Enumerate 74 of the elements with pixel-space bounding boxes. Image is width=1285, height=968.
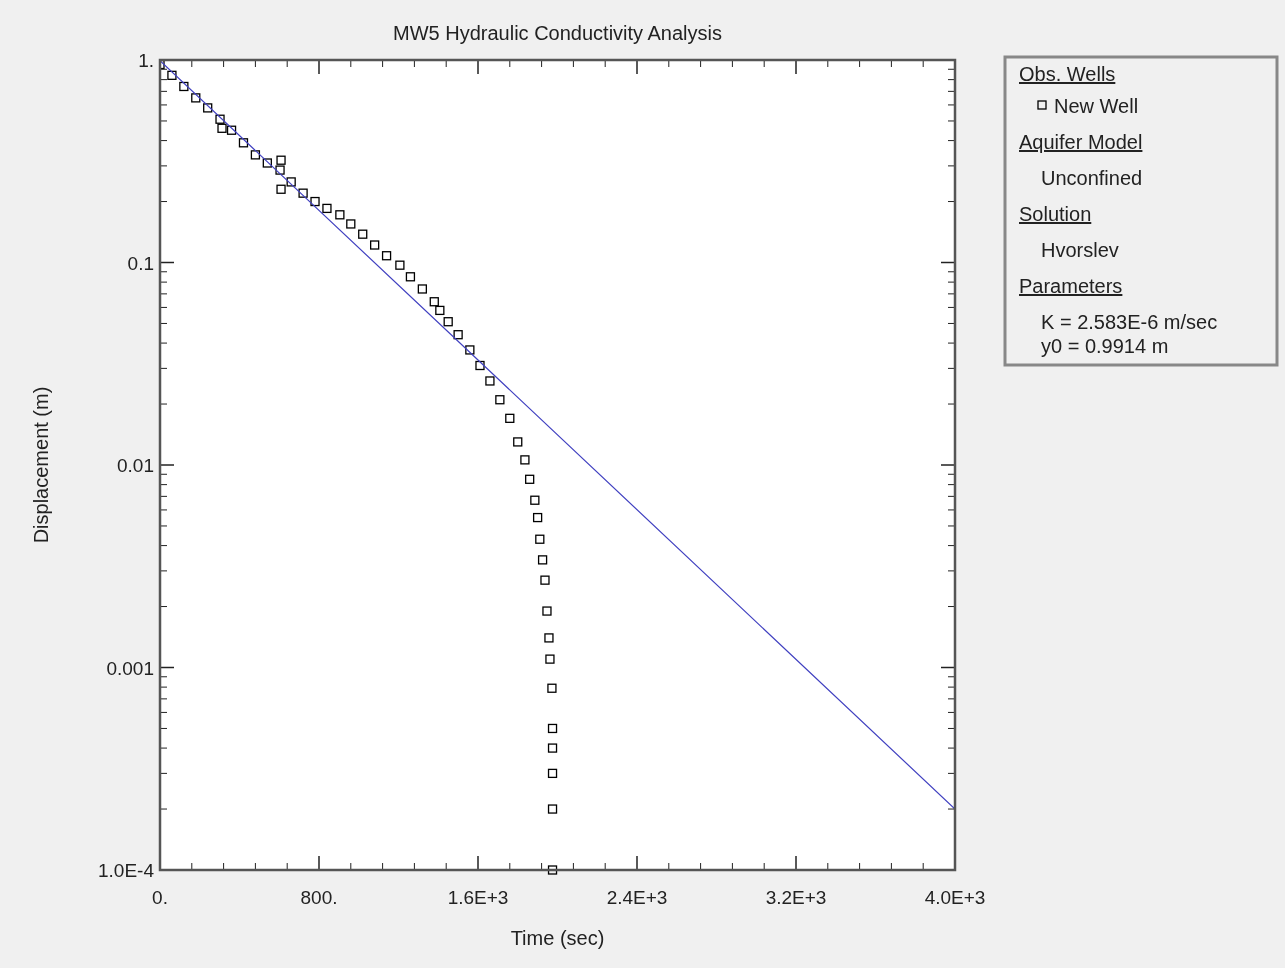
point bbox=[532, 512, 543, 523]
text: K = 2.583E-6 m/sec bbox=[1041, 311, 1218, 333]
point bbox=[545, 654, 555, 664]
point bbox=[203, 103, 213, 113]
x-tick-label: 4.0E+3 bbox=[924, 887, 986, 908]
point bbox=[298, 188, 308, 198]
point bbox=[530, 495, 540, 505]
x-tick-label: 2.4E+3 bbox=[606, 887, 668, 908]
point bbox=[191, 93, 201, 103]
y-tick-label: 0.01 bbox=[117, 455, 154, 476]
point bbox=[537, 555, 548, 565]
legend-label: New Well bbox=[1054, 95, 1139, 117]
point bbox=[453, 330, 463, 340]
x-tick-label: 1.6E+3 bbox=[447, 887, 509, 908]
point bbox=[544, 633, 554, 643]
point bbox=[276, 184, 286, 194]
text: Solution bbox=[1019, 203, 1092, 225]
point bbox=[286, 177, 296, 187]
point bbox=[547, 743, 558, 753]
point bbox=[513, 437, 523, 447]
chart-title: MW5 Hydraulic Conductivity Analysis bbox=[393, 22, 722, 44]
point bbox=[358, 229, 368, 239]
point bbox=[465, 345, 475, 355]
point bbox=[540, 575, 550, 585]
text: Hvorslev bbox=[1041, 239, 1119, 261]
point bbox=[475, 360, 485, 371]
point bbox=[405, 272, 416, 282]
y-tick-label: 0.001 bbox=[106, 657, 154, 679]
point bbox=[542, 606, 552, 616]
point bbox=[443, 317, 453, 327]
point bbox=[276, 155, 286, 165]
point bbox=[275, 165, 285, 175]
text: Parameters bbox=[1019, 275, 1123, 297]
point bbox=[226, 125, 237, 135]
point bbox=[535, 534, 545, 544]
y-tick-label: 1. bbox=[138, 50, 154, 71]
point bbox=[547, 723, 558, 734]
point bbox=[381, 251, 392, 261]
point bbox=[395, 260, 405, 270]
point bbox=[547, 865, 558, 875]
text: Unconfined bbox=[1041, 167, 1143, 189]
y-tick-label: 0.1 bbox=[127, 252, 154, 274]
point bbox=[435, 305, 445, 316]
point bbox=[217, 123, 227, 133]
point bbox=[547, 804, 558, 814]
point bbox=[346, 219, 356, 229]
point bbox=[310, 196, 320, 207]
text: y0 = 0.9914 m bbox=[1041, 335, 1169, 357]
point bbox=[262, 158, 272, 168]
point bbox=[370, 240, 380, 250]
point bbox=[547, 768, 558, 779]
point bbox=[520, 455, 530, 465]
point bbox=[547, 683, 557, 693]
point bbox=[167, 70, 177, 80]
point bbox=[335, 210, 345, 220]
x-axis-title: Time (sec) bbox=[510, 927, 605, 949]
point bbox=[417, 284, 427, 294]
point bbox=[429, 297, 439, 307]
point bbox=[250, 150, 261, 160]
point bbox=[322, 203, 332, 214]
point bbox=[495, 395, 505, 405]
y-axis-title: Displacement (m) bbox=[30, 386, 52, 544]
x-tick-label: 3.2E+3 bbox=[765, 887, 827, 908]
legend-title: Obs. Wells bbox=[1019, 63, 1116, 85]
point bbox=[525, 474, 535, 484]
point bbox=[179, 81, 189, 92]
x-tick-label: 800. bbox=[300, 887, 338, 908]
point bbox=[215, 114, 225, 124]
point bbox=[238, 138, 249, 148]
y-tick-label: 1.0E-4 bbox=[98, 860, 155, 881]
text: Aquifer Model bbox=[1019, 131, 1143, 153]
point bbox=[485, 376, 495, 386]
x-tick-label: 0. bbox=[152, 887, 168, 908]
point bbox=[505, 413, 515, 423]
